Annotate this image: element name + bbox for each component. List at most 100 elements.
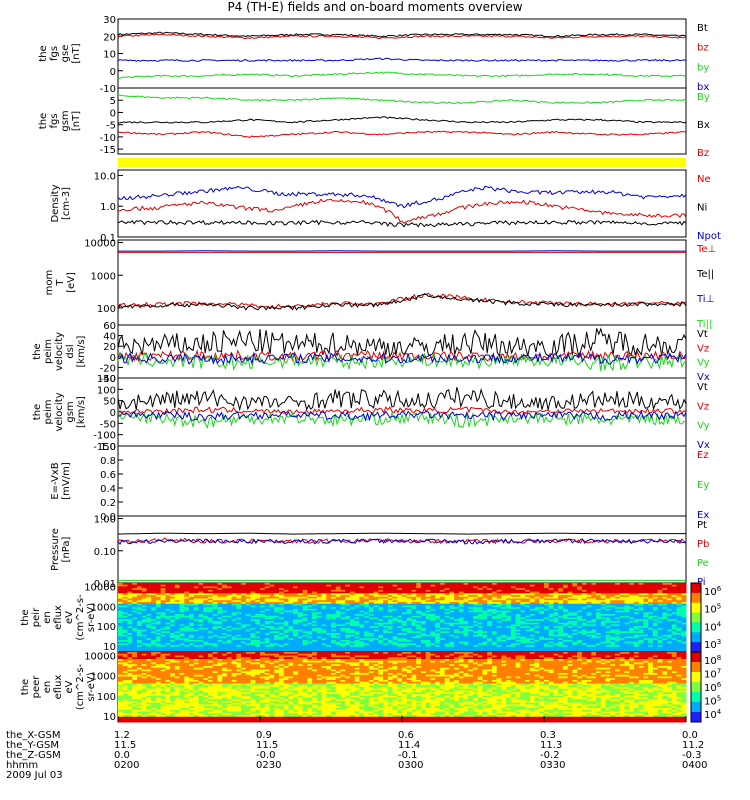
heat-cell (222, 626, 228, 629)
heat-cell (477, 646, 483, 650)
heat-cell (184, 584, 190, 587)
heat-cell (345, 646, 351, 650)
heat-cell (302, 634, 308, 637)
heat-cell (648, 619, 654, 622)
heat-cell (558, 586, 564, 589)
heat-cell (567, 617, 573, 620)
heat-cell (572, 645, 578, 648)
heat-cell (132, 641, 138, 644)
heat-cell (222, 591, 228, 594)
heat-cell (416, 624, 422, 627)
heat-cell (548, 641, 554, 644)
heat-cell (510, 643, 517, 646)
heat-cell (373, 610, 379, 613)
heat-cell (189, 626, 195, 629)
heat-cell (122, 641, 128, 644)
heat-cell (553, 639, 559, 643)
heat-cell (264, 622, 270, 625)
heat-cell (359, 639, 365, 643)
heat-cell (387, 638, 394, 641)
heat-cell (506, 603, 512, 606)
heat-cell (667, 641, 673, 644)
heat-cell (544, 639, 550, 643)
heat-cell (425, 588, 431, 591)
heat-cell (629, 636, 635, 639)
heat-cell (397, 596, 403, 600)
heat-cell (657, 627, 663, 631)
heat-cell (439, 629, 446, 632)
ylabel-peir_eflux: eflux (53, 605, 64, 630)
ytick-label-fgs_gse: 20 (103, 32, 116, 43)
heat-cell (373, 583, 379, 586)
heat-cell (558, 622, 564, 625)
heat-cell (364, 626, 370, 629)
heat-cell (406, 622, 412, 625)
heat-cell (473, 610, 479, 613)
heat-cell (454, 584, 460, 587)
heat-cell (127, 643, 133, 646)
heat-cell (122, 646, 128, 650)
heat-cell (170, 607, 176, 610)
heat-cell (671, 584, 678, 587)
heat-cell (127, 614, 133, 617)
heat-cell (506, 631, 512, 634)
heat-cell (392, 626, 398, 629)
heat-cell (321, 631, 327, 634)
heat-cell (420, 648, 427, 651)
heat-cell (207, 612, 214, 615)
heat-cell (449, 619, 455, 622)
heat-cell (529, 643, 536, 646)
heat-cell (260, 583, 266, 586)
heat-cell (122, 627, 128, 631)
heat-cell (364, 591, 370, 594)
heat-cell (198, 643, 204, 646)
heat-cell (411, 593, 417, 596)
heat-cell (331, 601, 337, 605)
heat-cell (236, 648, 242, 651)
heat-cell (525, 589, 531, 593)
heat-cell (297, 633, 304, 636)
heat-cell (241, 596, 247, 600)
heat-cell (662, 639, 668, 643)
heat-cell (354, 589, 360, 593)
status-bar (118, 158, 686, 167)
heat-cell (316, 639, 323, 643)
heat-cell (302, 603, 308, 606)
heat-cell (312, 607, 318, 610)
heat-cell (359, 584, 365, 587)
heat-cell (572, 589, 578, 593)
heat-cell (562, 633, 569, 636)
heat-cell (586, 641, 592, 644)
heat-cell (236, 626, 242, 629)
heat-cell (562, 639, 569, 643)
heat-cell (643, 638, 649, 641)
heat-cell (416, 620, 422, 624)
heat-cell (444, 605, 450, 608)
heat-cell (676, 631, 682, 634)
heat-cell (619, 638, 625, 641)
heat-cell (198, 636, 204, 639)
heat-cell (449, 593, 455, 596)
heat-cell (591, 634, 597, 637)
heat-cell (548, 627, 554, 631)
heat-cell (510, 608, 517, 612)
heat-cell (226, 648, 233, 651)
heat-cell (222, 643, 228, 646)
heat-cell (648, 586, 654, 589)
ylabel-peir_eflux: en (42, 611, 53, 624)
heat-cell (335, 588, 341, 591)
heat-cell (458, 614, 465, 617)
heat-cell (558, 601, 564, 605)
ytick-label-pressure: 0.01 (94, 579, 116, 590)
heat-cell (638, 608, 644, 612)
heat-cell (155, 600, 162, 603)
heat-cell (340, 631, 346, 634)
heat-cell (231, 600, 237, 603)
heat-cell (207, 607, 214, 610)
heat-cell (477, 595, 483, 598)
heat-cell (487, 603, 493, 606)
heat-cell (293, 646, 299, 650)
heat-cell (425, 639, 431, 643)
heat-cell (217, 627, 223, 631)
heat-cell (359, 617, 365, 620)
